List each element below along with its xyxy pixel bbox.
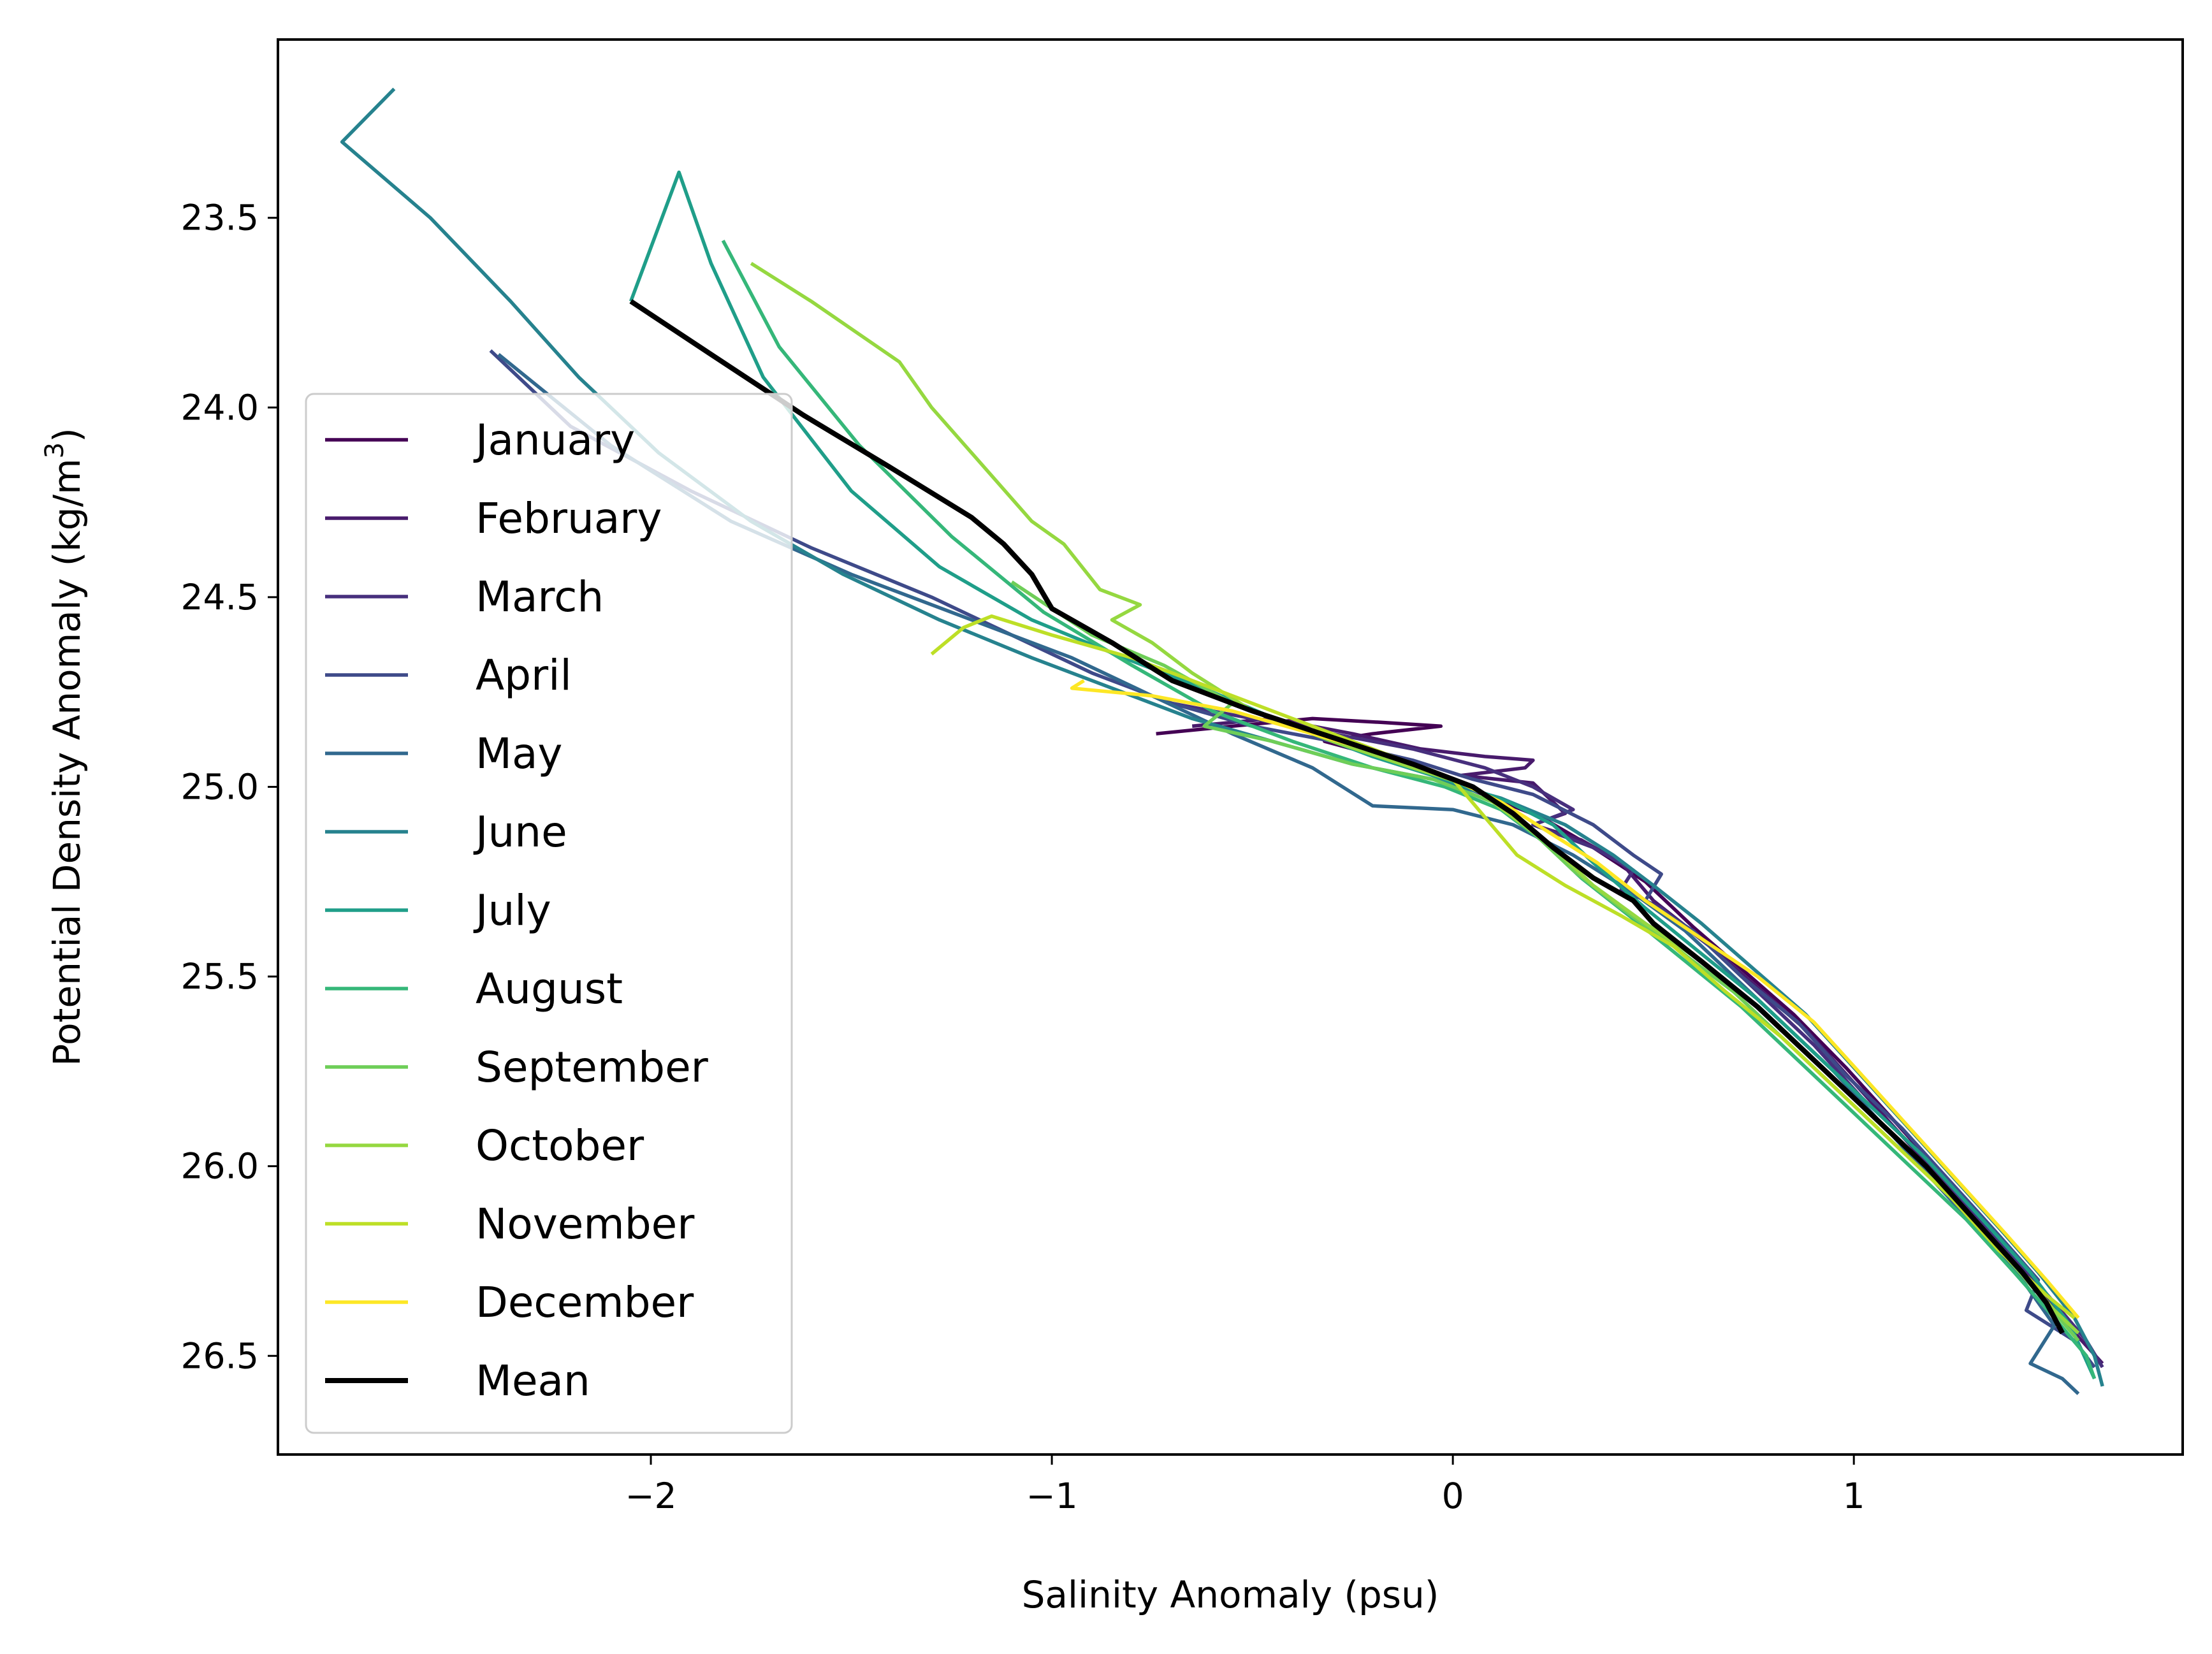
legend-label-february: February: [476, 494, 662, 543]
x-axis-ticks: −2 −1 0 1: [625, 1455, 1865, 1516]
series-line-april: [489, 349, 2096, 1368]
legend-label-september: September: [476, 1043, 709, 1092]
y-axis-label-end: ): [45, 428, 89, 442]
legend-label-april: April: [476, 651, 572, 700]
x-tick-label: −2: [625, 1476, 676, 1516]
y-tick-label: 24.0: [181, 387, 259, 428]
legend: January February March April May June July Augu…: [305, 393, 793, 1434]
x-tick-label: 1: [1843, 1476, 1865, 1516]
series-line-mean: [629, 299, 2065, 1335]
legend-label-march: March: [476, 572, 604, 621]
series-line-december: [1070, 679, 2080, 1319]
y-tick-label: 26.5: [181, 1335, 259, 1376]
y-tick-label: 24.5: [181, 577, 259, 618]
y-axis-label: Potential Density Anomaly (kg/m3): [40, 428, 89, 1066]
y-axis-label-main: Potential Density Anomaly (kg/m: [45, 458, 89, 1066]
legend-label-may: May: [476, 729, 562, 778]
series-line-november: [930, 614, 2076, 1319]
legend-label-july: July: [473, 886, 551, 935]
y-tick-label: 26.0: [181, 1146, 259, 1187]
legend-label-october: October: [476, 1121, 644, 1170]
x-tick-label: −1: [1026, 1476, 1078, 1516]
legend-label-december: December: [476, 1278, 694, 1327]
plot-frame: [277, 38, 2184, 1456]
legend-label-august: August: [476, 964, 623, 1013]
x-axis-label: Salinity Anomaly (psu): [1022, 1573, 1439, 1616]
series-line-july: [629, 170, 2097, 1380]
legend-label-june: June: [473, 808, 567, 857]
plot-lines: [340, 87, 2104, 1395]
legend-box: [305, 393, 793, 1434]
legend-label-january: January: [473, 416, 635, 465]
legend-label-november: November: [476, 1200, 695, 1249]
y-tick-label: 23.5: [181, 198, 259, 238]
legend-label-mean: Mean: [476, 1356, 590, 1405]
y-tick-label: 25.5: [181, 956, 259, 997]
x-tick-label: 0: [1442, 1476, 1464, 1516]
y-tick-label: 25.0: [181, 766, 259, 807]
y-axis-label-superscript: 3: [40, 442, 69, 458]
y-axis-ticks: 23.5 24.0 24.5 25.0 25.5 26.0 26.5: [181, 198, 278, 1376]
